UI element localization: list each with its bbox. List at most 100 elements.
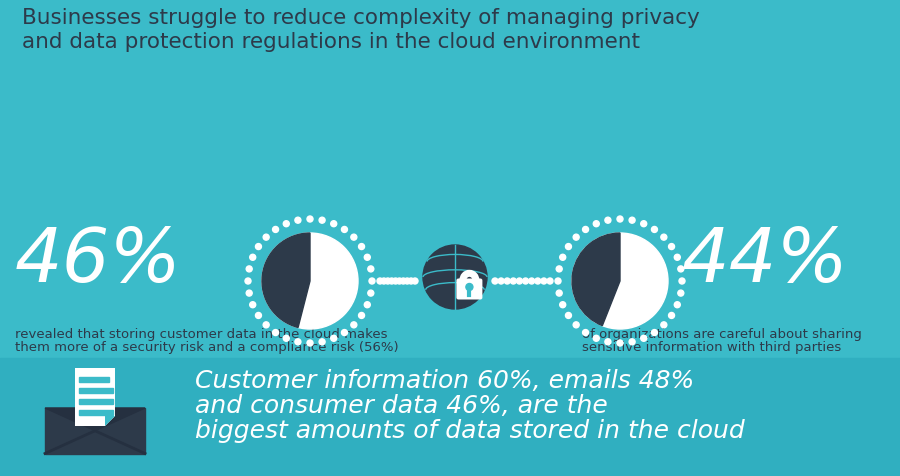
Circle shape bbox=[641, 335, 647, 341]
Text: 46%: 46% bbox=[15, 225, 182, 297]
Circle shape bbox=[273, 227, 279, 232]
Circle shape bbox=[245, 278, 251, 284]
Circle shape bbox=[555, 278, 561, 284]
Circle shape bbox=[517, 278, 522, 284]
Polygon shape bbox=[45, 408, 145, 431]
Circle shape bbox=[617, 340, 623, 346]
Circle shape bbox=[605, 339, 611, 345]
Text: sensitive information with third parties: sensitive information with third parties bbox=[582, 341, 842, 354]
Circle shape bbox=[679, 278, 685, 284]
Circle shape bbox=[256, 312, 261, 318]
Circle shape bbox=[572, 233, 668, 329]
Circle shape bbox=[351, 322, 356, 328]
Circle shape bbox=[295, 339, 301, 345]
Text: them more of a security risk and a compliance risk (56%): them more of a security risk and a compl… bbox=[15, 341, 399, 354]
Circle shape bbox=[249, 254, 256, 260]
Circle shape bbox=[593, 221, 599, 227]
Circle shape bbox=[629, 339, 635, 345]
Circle shape bbox=[247, 290, 252, 296]
Text: revealed that storing customer data in the cloud makes: revealed that storing customer data in t… bbox=[15, 328, 388, 341]
Circle shape bbox=[535, 278, 541, 284]
Circle shape bbox=[385, 278, 391, 284]
Circle shape bbox=[573, 234, 580, 240]
Circle shape bbox=[273, 329, 279, 336]
Circle shape bbox=[498, 278, 504, 284]
Circle shape bbox=[412, 278, 418, 284]
Circle shape bbox=[247, 266, 252, 272]
Circle shape bbox=[560, 254, 566, 260]
Circle shape bbox=[669, 312, 675, 318]
Wedge shape bbox=[572, 233, 620, 326]
Circle shape bbox=[351, 234, 356, 240]
Text: and data protection regulations in the cloud environment: and data protection regulations in the c… bbox=[22, 32, 640, 52]
Text: and consumer data 46%, are the: and consumer data 46%, are the bbox=[195, 394, 608, 418]
Bar bbox=[79, 388, 113, 393]
Circle shape bbox=[582, 329, 589, 336]
Circle shape bbox=[547, 278, 553, 284]
Polygon shape bbox=[105, 416, 115, 426]
Circle shape bbox=[320, 217, 325, 223]
Circle shape bbox=[330, 335, 337, 341]
Circle shape bbox=[307, 216, 313, 222]
Circle shape bbox=[284, 221, 289, 227]
Circle shape bbox=[364, 302, 370, 307]
Circle shape bbox=[528, 278, 535, 284]
Circle shape bbox=[369, 278, 375, 284]
Circle shape bbox=[392, 278, 399, 284]
Circle shape bbox=[492, 278, 498, 284]
Circle shape bbox=[262, 233, 358, 329]
Circle shape bbox=[263, 234, 269, 240]
Circle shape bbox=[674, 302, 680, 307]
Circle shape bbox=[295, 217, 301, 223]
Text: Businesses struggle to reduce complexity of managing privacy: Businesses struggle to reduce complexity… bbox=[22, 8, 700, 28]
Circle shape bbox=[423, 245, 487, 309]
Circle shape bbox=[330, 221, 337, 227]
Circle shape bbox=[617, 216, 623, 222]
Bar bbox=[45, 408, 145, 454]
FancyBboxPatch shape bbox=[456, 278, 482, 299]
Bar bbox=[0, 358, 900, 476]
Circle shape bbox=[377, 278, 383, 284]
Circle shape bbox=[674, 254, 680, 260]
Circle shape bbox=[341, 329, 347, 336]
Circle shape bbox=[504, 278, 510, 284]
Circle shape bbox=[573, 322, 580, 328]
Bar bbox=[79, 410, 113, 415]
Circle shape bbox=[629, 217, 635, 223]
Circle shape bbox=[661, 234, 667, 240]
Circle shape bbox=[263, 322, 269, 328]
Circle shape bbox=[408, 278, 414, 284]
Circle shape bbox=[560, 302, 566, 307]
Circle shape bbox=[368, 266, 373, 272]
Text: biggest amounts of data stored in the cloud: biggest amounts of data stored in the cl… bbox=[195, 419, 745, 443]
Bar bbox=[79, 377, 109, 382]
Circle shape bbox=[341, 227, 347, 232]
Circle shape bbox=[284, 335, 289, 341]
Circle shape bbox=[652, 227, 657, 232]
Circle shape bbox=[256, 244, 261, 249]
Circle shape bbox=[320, 339, 325, 345]
Circle shape bbox=[652, 329, 657, 336]
Circle shape bbox=[678, 290, 684, 296]
Circle shape bbox=[400, 278, 406, 284]
Circle shape bbox=[358, 244, 365, 249]
Circle shape bbox=[381, 278, 387, 284]
Text: of organizations are careful about sharing: of organizations are careful about shari… bbox=[582, 328, 862, 341]
Circle shape bbox=[556, 290, 562, 296]
Circle shape bbox=[396, 278, 402, 284]
Circle shape bbox=[523, 278, 528, 284]
Circle shape bbox=[249, 302, 256, 307]
Circle shape bbox=[541, 278, 547, 284]
Wedge shape bbox=[262, 233, 310, 327]
Circle shape bbox=[556, 266, 562, 272]
Circle shape bbox=[358, 312, 365, 318]
Circle shape bbox=[641, 221, 647, 227]
Circle shape bbox=[661, 322, 667, 328]
Circle shape bbox=[669, 244, 675, 249]
Circle shape bbox=[565, 312, 572, 318]
Circle shape bbox=[605, 217, 611, 223]
Circle shape bbox=[565, 244, 572, 249]
Polygon shape bbox=[75, 368, 115, 426]
Text: Customer information 60%, emails 48%: Customer information 60%, emails 48% bbox=[195, 369, 694, 393]
Circle shape bbox=[404, 278, 410, 284]
